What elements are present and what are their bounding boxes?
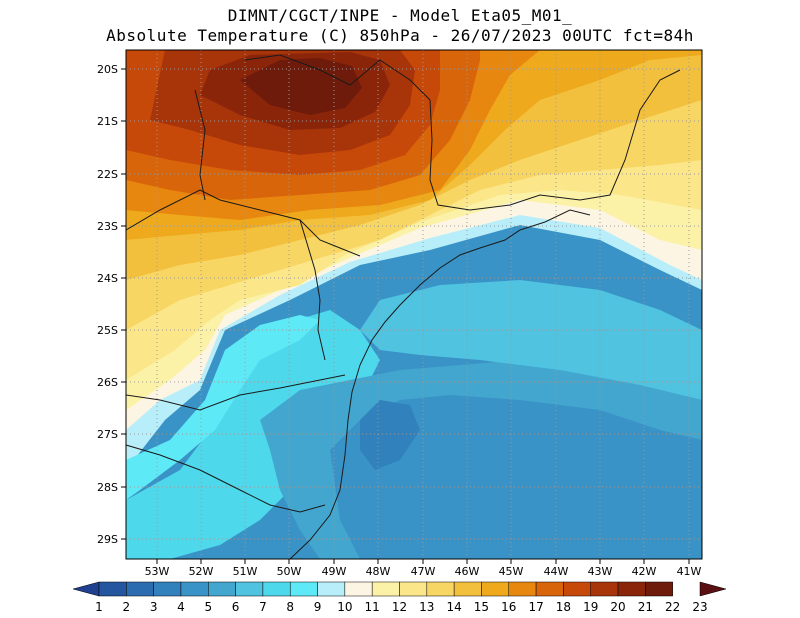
colorbar-label: 23 bbox=[692, 600, 707, 614]
border-sp-pr bbox=[125, 189, 361, 257]
lat-label: 25S bbox=[97, 324, 118, 337]
colorbar-segment bbox=[481, 581, 510, 597]
map-frame bbox=[125, 49, 703, 560]
lon-label: 51W bbox=[233, 565, 258, 578]
map-title-line1: DIMNT/CGCT/INPE - Model Eta05_M01_ bbox=[227, 6, 573, 25]
colorbar-segment bbox=[399, 581, 428, 597]
colorbar-segment bbox=[208, 581, 236, 597]
colorbar-label: 17 bbox=[528, 600, 543, 614]
lat-label: 23S bbox=[97, 220, 118, 233]
band-7-ocean bbox=[360, 280, 702, 400]
colorbar-segment bbox=[262, 581, 291, 597]
lon-label: 41W bbox=[677, 565, 702, 578]
border-pr-sc bbox=[125, 374, 346, 411]
colorbar-label: 5 bbox=[204, 600, 212, 614]
colorbar-label: 21 bbox=[638, 600, 653, 614]
lon-label: 48W bbox=[366, 565, 391, 578]
colorbar-segment bbox=[426, 581, 455, 597]
colorbar-label: 19 bbox=[583, 600, 598, 614]
colorbar-segment bbox=[153, 581, 182, 597]
colorbar-label: 18 bbox=[556, 600, 571, 614]
colorbar-label: 22 bbox=[665, 600, 680, 614]
lon-label: 42W bbox=[632, 565, 657, 578]
colorbar-label: 10 bbox=[337, 600, 352, 614]
colorbar-segment bbox=[289, 581, 318, 597]
lat-label: 27S bbox=[97, 428, 118, 441]
graticule bbox=[126, 50, 702, 559]
border-inner bbox=[194, 89, 206, 201]
border-west bbox=[299, 219, 326, 361]
lat-label: 21S bbox=[97, 115, 118, 128]
border-sc-rs bbox=[125, 444, 326, 513]
lon-label: 53W bbox=[145, 565, 170, 578]
colorbar-arrow-right bbox=[699, 581, 727, 597]
lat-label: 29S bbox=[97, 533, 118, 546]
lon-label: 52W bbox=[189, 565, 214, 578]
colorbar-label: 4 bbox=[177, 600, 185, 614]
colorbar-label: 3 bbox=[150, 600, 158, 614]
band-8-west bbox=[126, 310, 380, 559]
colorbar-label: 11 bbox=[365, 600, 380, 614]
colorbar-label: 8 bbox=[286, 600, 294, 614]
colorbar-segment bbox=[98, 581, 127, 597]
colorbar-label: 2 bbox=[122, 600, 130, 614]
colorbar-label: 12 bbox=[392, 600, 407, 614]
colorbar-segment bbox=[617, 581, 646, 597]
colorbar-label: 9 bbox=[314, 600, 322, 614]
colorbar-label: 6 bbox=[232, 600, 240, 614]
lat-label: 28S bbox=[97, 481, 118, 494]
colorbar-label: 14 bbox=[446, 600, 461, 614]
lon-label: 50W bbox=[277, 565, 302, 578]
band-4-south bbox=[360, 400, 420, 470]
lon-label: 43W bbox=[588, 565, 613, 578]
colorbar-segment bbox=[508, 581, 537, 597]
colorbar-label: 1 bbox=[95, 600, 103, 614]
colorbar-segment bbox=[371, 581, 400, 597]
longitude-labels: 53W 52W 51W 50W 49W 48W 47W 46W 45W 44W … bbox=[145, 565, 702, 578]
colorbar-label: 20 bbox=[610, 600, 625, 614]
band-9-west bbox=[126, 315, 320, 500]
colorbar-label: 15 bbox=[474, 600, 489, 614]
lon-label: 49W bbox=[322, 565, 347, 578]
colorbar-segment bbox=[180, 581, 209, 597]
colorbar-segment bbox=[344, 581, 373, 597]
lon-label: 44W bbox=[544, 565, 569, 578]
border-north bbox=[244, 54, 681, 211]
temperature-field bbox=[126, 50, 702, 559]
colorbar-segment bbox=[235, 581, 264, 597]
colorbar-segment bbox=[126, 581, 154, 597]
colorbar-segment bbox=[453, 581, 482, 597]
colorbar-label: 7 bbox=[259, 600, 267, 614]
lon-label: 46W bbox=[455, 565, 480, 578]
lat-label: 22S bbox=[97, 168, 118, 181]
colorbar-segment bbox=[645, 581, 673, 597]
colorbar-segment bbox=[535, 581, 564, 597]
lon-label: 47W bbox=[411, 565, 436, 578]
colorbar-segment bbox=[317, 581, 346, 597]
colorbar-arrow-left bbox=[72, 581, 100, 597]
lon-label: 45W bbox=[499, 565, 524, 578]
lat-label: 20S bbox=[97, 63, 118, 76]
boundaries bbox=[125, 54, 681, 560]
band-22 bbox=[240, 58, 362, 115]
colorbar: 1 2 3 4 5 6 7 8 9 10 11 12 13 14 15 16 17 18 19 20 21 22 23 bbox=[72, 581, 727, 614]
map-title-line2: Absolute Temperature (C) 850hPa - 26/07/… bbox=[106, 26, 694, 45]
lat-label: 24S bbox=[97, 272, 118, 285]
colorbar-label: 13 bbox=[419, 600, 434, 614]
latitude-labels: 20S 21S 22S 23S 24S 25S 26S 27S 28S 29S bbox=[97, 63, 118, 546]
colorbar-label: 16 bbox=[501, 600, 516, 614]
colorbar-segment bbox=[563, 581, 591, 597]
lat-label: 26S bbox=[97, 376, 118, 389]
tick-marks bbox=[121, 68, 690, 564]
colorbar-segment bbox=[590, 581, 619, 597]
coastline bbox=[289, 209, 591, 560]
